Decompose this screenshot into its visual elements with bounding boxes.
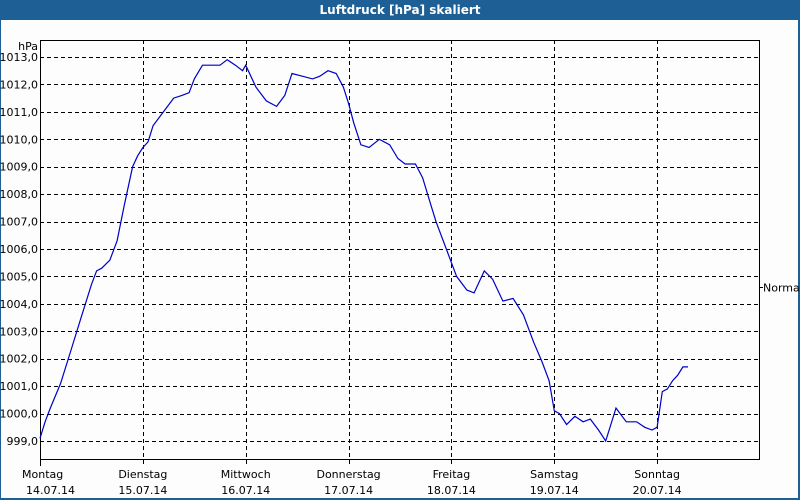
x-tick-day: Dienstag	[118, 468, 167, 481]
x-tick-day: Donnerstag	[316, 468, 380, 481]
chart-title: Luftdruck [hPa] skaliert	[0, 0, 800, 20]
x-tick-date: 18.07.14	[427, 484, 476, 497]
x-tick-day: Montag	[22, 468, 63, 481]
y-axis-labels: 1013,0 1012,0 1011,0 1010,0 1009,0 1008,0 1007…	[0, 51, 38, 448]
x-tick-day: Mittwoch	[221, 468, 271, 481]
y-tick-label: 1008,0	[0, 188, 38, 201]
y-tick-label: 1012,0	[0, 78, 38, 91]
y-tick-label: 1011,0	[0, 106, 38, 119]
x-tick-date: 16.07.14	[221, 484, 270, 497]
normal-label: Normal	[763, 282, 800, 295]
x-tick-date: 17.07.14	[324, 484, 373, 497]
x-tick-day: Freitag	[433, 468, 471, 481]
plot-frame	[40, 40, 760, 460]
chart-panel	[1, 20, 798, 498]
x-tick-day: Sonntag	[634, 468, 680, 481]
y-tick-label: 1009,0	[0, 161, 38, 174]
grid-lines	[40, 40, 760, 466]
y-tick-label: 1003,0	[0, 325, 38, 338]
x-tick-date: 20.07.14	[633, 484, 682, 497]
x-tick-day: Samstag	[530, 468, 578, 481]
y-tick-label: 1013,0	[0, 51, 38, 64]
y-tick-label: 999,0	[7, 435, 39, 448]
x-axis-labels: Montag 14.07.14 Dienstag 15.07.14 Mittwoch 16…	[22, 468, 682, 497]
y-tick-label: 1001,0	[0, 380, 38, 393]
y-axis-unit: hPa	[18, 40, 38, 53]
y-tick-label: 1010,0	[0, 133, 38, 146]
pressure-series-line	[39, 58, 688, 443]
normal-reference-marker: Normal	[760, 282, 800, 295]
x-tick-date: 19.07.14	[530, 484, 579, 497]
y-tick-label: 1005,0	[0, 270, 38, 283]
y-tick-label: 1000,0	[0, 408, 38, 421]
y-tick-label: 1004,0	[0, 298, 38, 311]
y-tick-label: 1006,0	[0, 243, 38, 256]
x-tick-date: 15.07.14	[118, 484, 167, 497]
y-tick-label: 1007,0	[0, 216, 38, 229]
y-tick-label: 1002,0	[0, 353, 38, 366]
x-tick-date: 14.07.14	[26, 484, 75, 497]
